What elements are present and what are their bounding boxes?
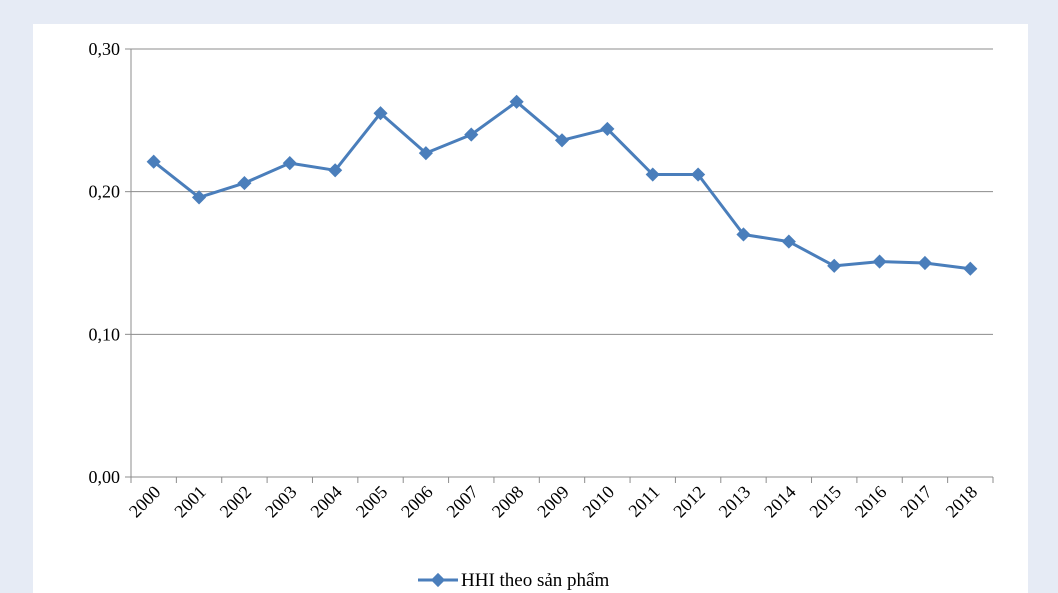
axes [125, 48, 994, 483]
line-chart: 0,000,100,200,30 2000 2001 2002 2003 2004 200… [89, 39, 994, 591]
data-point [464, 127, 479, 142]
x-tick-label: 2010 [579, 482, 619, 522]
x-tick-label: 2007 [442, 482, 482, 522]
data-point [509, 94, 524, 109]
data-point [691, 167, 706, 182]
gridlines [131, 48, 993, 335]
x-tick-label: 2016 [851, 482, 891, 522]
x-tick-label: 2012 [669, 482, 709, 522]
data-point [963, 261, 978, 276]
y-tick-label: 0,20 [89, 182, 121, 202]
y-tick-labels: 0,00 0,10 0,20 0,30 [89, 39, 121, 487]
data-point [146, 154, 161, 169]
y-tick-label: 0,00 [89, 467, 121, 487]
series-layer [146, 94, 978, 276]
data-point [827, 258, 842, 273]
x-tick-label: 2001 [170, 482, 210, 522]
y-tick-label: 0,30 [89, 39, 121, 59]
x-tick-label: 2009 [533, 482, 573, 522]
x-tick-label: 2008 [488, 482, 528, 522]
x-tick-label: 2015 [805, 482, 845, 522]
y-tick-label: 0,10 [89, 324, 121, 344]
series-line [152, 100, 971, 271]
x-tick-label: 2000 [125, 482, 165, 522]
x-tick-label: 2006 [397, 482, 437, 522]
data-point [328, 163, 343, 178]
legend-label: HHI theo sản phẩm [461, 570, 609, 591]
x-tick-label: 2011 [624, 482, 663, 521]
x-tick-label: 2018 [942, 482, 982, 522]
legend: HHI theo sản phẩm [418, 570, 609, 591]
x-tick-label: 2013 [715, 482, 755, 522]
x-tick-label: 2017 [896, 482, 936, 522]
x-tick-label: 2014 [760, 482, 800, 522]
data-point [600, 121, 615, 136]
x-tick-label: 2002 [216, 482, 256, 522]
data-point [917, 255, 933, 271]
x-tick-label: 2004 [306, 482, 346, 522]
chart-frame: 0,00 0,10 0,20 0,30 2000 2001 2002 2003 2004 200… [33, 24, 1028, 593]
legend-marker [430, 572, 446, 588]
data-point [237, 176, 252, 191]
x-tick-label: 2005 [352, 482, 392, 522]
data-point [282, 156, 297, 171]
data-point [554, 133, 570, 148]
x-tick-labels: 2000 2001 2002 2003 2004 2005 2006 2007 2008 2009… [125, 482, 981, 522]
x-tick-label: 2003 [261, 482, 301, 522]
data-point [418, 146, 433, 161]
data-point [373, 106, 388, 121]
data-point [872, 254, 887, 269]
data-point [645, 167, 660, 182]
data-point [191, 190, 207, 205]
data-point [736, 227, 751, 242]
data-point [781, 234, 796, 249]
